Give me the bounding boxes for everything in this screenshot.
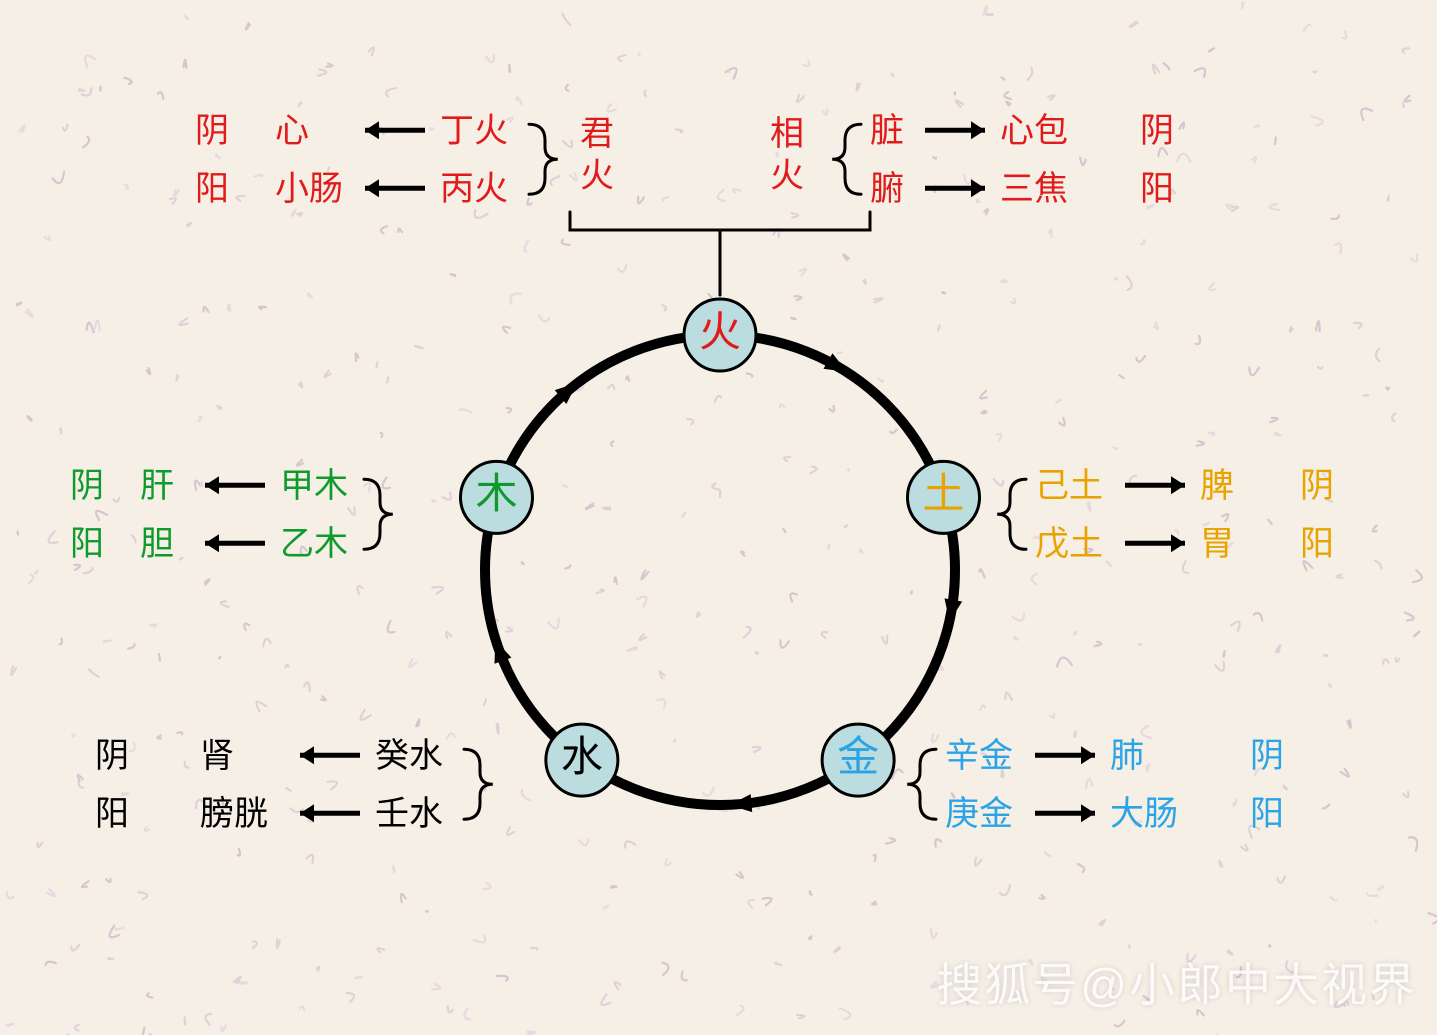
earth-yy-1: 阳 [1300,528,1334,562]
fire_right-organ-1: 三焦 [1000,173,1068,207]
water-arrow-1-head [300,804,314,822]
water-arrow-0-head [300,746,314,764]
fire_right-yy-1: 阳 [1140,173,1174,207]
node-label-water: 水 [561,737,603,779]
metal-stem-0: 辛金 [945,740,1013,774]
fire_left-organ-0: 心 [275,115,309,149]
fire_right-arrow-0-head [971,121,985,139]
water-organ-0: 肾 [200,740,234,774]
fire_left-arrow-0-head [365,121,379,139]
water-yy-0: 阴 [95,740,129,774]
fire_right-stem-1: 腑 [870,173,904,207]
fire_right-stem-0: 脏 [870,115,904,149]
fire_left-group-0: 君 [580,118,614,152]
wood-stem-0: 甲木 [280,470,348,504]
fire_right-arrow-1-head [971,179,985,197]
fire_right-group-1: 火 [770,160,804,194]
wood-organ-0: 肝 [140,470,174,504]
node-label-wood: 木 [475,474,517,516]
fire_left-yy-0: 阴 [195,115,229,149]
earth-yy-0: 阴 [1300,470,1334,504]
earth-bracket [997,479,1026,549]
water-stem-1: 壬水 [375,798,443,832]
metal-arrow-0-head [1081,746,1095,764]
wood-bracket [364,479,393,549]
earth-organ-1: 胃 [1200,528,1234,562]
node-label-earth: 土 [922,474,964,516]
water-yy-1: 阳 [95,798,129,832]
cycle-arrowhead [494,640,511,664]
water-stem-0: 癸水 [375,740,443,774]
earth-organ-0: 脾 [1200,470,1234,504]
wood-stem-1: 乙木 [280,528,348,562]
wood-yy-1: 阳 [70,528,104,562]
metal-organ-1: 大肠 [1110,798,1178,832]
water-bracket [464,749,493,819]
fire_left-stem-0: 丁火 [440,115,508,149]
wuxing-cycle-svg [0,0,1437,1035]
fire_left-bracket [529,124,558,194]
node-label-fire: 火 [699,312,741,354]
fire_left-group-1: 火 [580,160,614,194]
fire_left-arrow-1-head [365,179,379,197]
metal-organ-0: 肺 [1110,740,1144,774]
earth-arrow-0-head [1171,476,1185,494]
fire_right-bracket [832,124,861,194]
wood-arrow-0-head [205,476,219,494]
fire_left-organ-1: 小肠 [275,173,343,207]
wood-yy-0: 阴 [70,470,104,504]
node-label-metal: 金 [837,737,879,779]
earth-stem-1: 戊土 [1035,528,1103,562]
wood-arrow-1-head [205,534,219,552]
wood-organ-1: 胆 [140,528,174,562]
metal-arrow-1-head [1081,804,1095,822]
diagram-stage: 火土金水木阴心丁火阳小肠丙火君火相火脏心包阴腑三焦阳阴肝甲木阳胆乙木己土脾阴戊土… [0,0,1437,1035]
fire_right-group-0: 相 [770,118,804,152]
watermark: 搜狐号@小郎中大视界 [936,949,1417,1015]
fire_left-stem-1: 丙火 [440,173,508,207]
metal-stem-1: 庚金 [945,798,1013,832]
fire_left-yy-1: 阳 [195,173,229,207]
metal-yy-1: 阳 [1250,798,1284,832]
fire_right-organ-0: 心包 [1000,115,1068,149]
water-organ-1: 膀胱 [200,798,268,832]
fire_right-yy-0: 阴 [1140,115,1174,149]
metal-bracket [907,749,936,819]
earth-stem-0: 己土 [1035,470,1103,504]
earth-arrow-1-head [1171,534,1185,552]
metal-yy-0: 阴 [1250,740,1284,774]
fire-merge-bracket [570,212,870,295]
